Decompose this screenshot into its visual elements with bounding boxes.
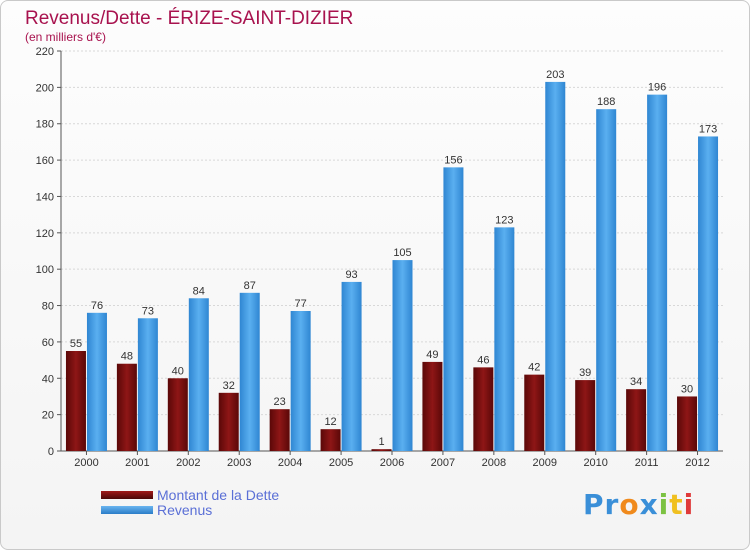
bar-debt bbox=[65, 351, 86, 451]
chart-title: Revenus/Dette - ÉRIZE-SAINT-DIZIER bbox=[25, 8, 354, 29]
y-tick-label: 20 bbox=[42, 410, 54, 422]
data-label-revenue: 76 bbox=[91, 300, 103, 312]
x-tick-label: 2009 bbox=[533, 457, 557, 469]
data-label-debt: 23 bbox=[274, 396, 286, 408]
y-tick-label: 180 bbox=[36, 119, 54, 131]
x-tick-label: 2012 bbox=[685, 457, 709, 469]
data-label-debt: 32 bbox=[223, 380, 235, 392]
x-tick-label: 2001 bbox=[125, 457, 149, 469]
bar-revenue bbox=[86, 312, 107, 451]
data-label-debt: 40 bbox=[172, 365, 184, 377]
bar-debt bbox=[473, 367, 494, 451]
data-label-revenue: 84 bbox=[193, 285, 205, 297]
y-tick-label: 220 bbox=[36, 46, 54, 58]
chart-subtitle: (en milliers d'€) bbox=[25, 30, 106, 44]
bar-debt bbox=[575, 380, 596, 451]
logo-letter: o bbox=[619, 488, 640, 521]
bar-revenue bbox=[341, 281, 362, 451]
data-label-debt: 49 bbox=[426, 349, 438, 361]
data-label-debt: 39 bbox=[579, 367, 591, 379]
data-label-revenue: 73 bbox=[142, 305, 154, 317]
bar-debt bbox=[320, 429, 341, 451]
y-tick-label: 40 bbox=[42, 373, 54, 385]
y-tick-label: 0 bbox=[48, 446, 54, 458]
y-tick-label: 100 bbox=[36, 264, 54, 276]
logo-letter: t bbox=[669, 488, 684, 521]
data-label-debt: 42 bbox=[528, 362, 540, 374]
logo-letter: i bbox=[683, 488, 695, 521]
logo-letter: r bbox=[604, 488, 620, 521]
x-tick-label: 2000 bbox=[74, 457, 98, 469]
data-label-debt: 12 bbox=[324, 416, 336, 428]
x-tick-label: 2006 bbox=[380, 457, 404, 469]
legend-item-debt: Montant de la Dette bbox=[101, 486, 280, 503]
bar-revenue bbox=[698, 136, 719, 452]
x-tick-label: 2004 bbox=[278, 457, 302, 469]
bar-debt bbox=[269, 409, 290, 451]
bar-revenue bbox=[647, 94, 668, 452]
legend-swatch-debt bbox=[101, 490, 153, 499]
x-tick-label: 2005 bbox=[329, 457, 353, 469]
data-label-debt: 1 bbox=[378, 436, 384, 448]
logo-letter: x bbox=[639, 488, 659, 521]
bar-debt bbox=[524, 374, 545, 451]
bar-debt bbox=[677, 396, 698, 451]
data-label-debt: 48 bbox=[121, 351, 133, 363]
y-tick-label: 140 bbox=[36, 191, 54, 203]
bar-revenue bbox=[137, 318, 158, 451]
bar-debt bbox=[626, 389, 647, 451]
bar-revenue bbox=[596, 109, 617, 451]
bar-debt bbox=[218, 392, 239, 451]
bar-debt bbox=[371, 449, 392, 451]
data-label-revenue: 105 bbox=[393, 247, 411, 259]
legend: Montant de la Dette Revenus bbox=[101, 486, 280, 518]
logo-letter: i bbox=[658, 488, 670, 521]
bar-debt bbox=[116, 363, 137, 451]
data-label-revenue: 173 bbox=[699, 123, 717, 135]
y-tick-label: 80 bbox=[42, 301, 54, 313]
data-label-revenue: 188 bbox=[597, 96, 615, 108]
data-label-revenue: 87 bbox=[244, 280, 256, 292]
data-label-revenue: 77 bbox=[295, 298, 307, 310]
data-label-debt: 30 bbox=[681, 383, 693, 395]
bar-debt bbox=[167, 378, 188, 451]
y-tick-label: 160 bbox=[36, 155, 54, 167]
y-tick-label: 200 bbox=[36, 82, 54, 94]
x-tick-label: 2007 bbox=[431, 457, 455, 469]
bar-debt bbox=[422, 361, 443, 451]
x-tick-label: 2011 bbox=[635, 457, 659, 469]
bar-revenue bbox=[443, 167, 464, 451]
x-tick-label: 2002 bbox=[176, 457, 200, 469]
x-tick-label: 2003 bbox=[227, 457, 251, 469]
logo-letter: P bbox=[583, 488, 605, 521]
y-tick-label: 60 bbox=[42, 337, 54, 349]
bar-revenue bbox=[290, 311, 311, 451]
data-label-revenue: 156 bbox=[444, 154, 462, 166]
bar-revenue bbox=[392, 260, 413, 451]
legend-label-debt: Montant de la Dette bbox=[157, 486, 280, 503]
bar-revenue bbox=[545, 81, 566, 451]
x-tick-label: 2010 bbox=[583, 457, 607, 469]
bar-revenue bbox=[239, 292, 260, 451]
data-label-debt: 46 bbox=[477, 354, 489, 366]
bar-revenue bbox=[494, 227, 515, 451]
data-label-revenue: 93 bbox=[345, 269, 357, 281]
legend-item-revenue: Revenus bbox=[101, 501, 279, 518]
data-label-revenue: 203 bbox=[546, 69, 564, 81]
legend-swatch-revenue bbox=[101, 505, 153, 514]
proxiti-logo: Proxiti bbox=[583, 488, 694, 521]
x-tick-label: 2008 bbox=[482, 457, 506, 469]
bar-revenue bbox=[188, 298, 209, 451]
y-tick-label: 120 bbox=[36, 228, 54, 240]
data-label-revenue: 196 bbox=[648, 82, 666, 94]
data-label-revenue: 123 bbox=[495, 214, 513, 226]
data-label-debt: 34 bbox=[630, 376, 642, 388]
legend-label-revenue: Revenus bbox=[157, 501, 213, 518]
data-label-debt: 55 bbox=[70, 338, 82, 350]
